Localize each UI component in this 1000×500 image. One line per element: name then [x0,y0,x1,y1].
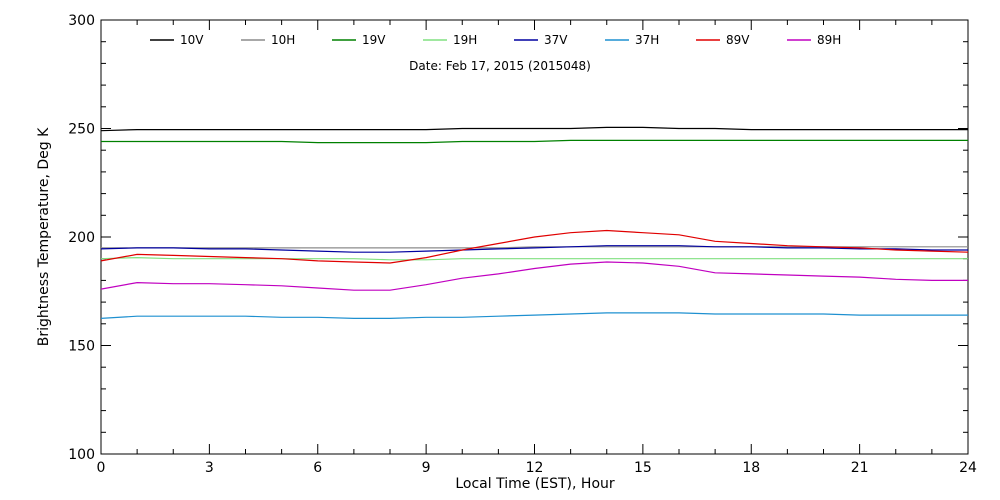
legend: 10V 10H 19V 19H 37V 37H 89V 89H [150,33,841,47]
x-tick-label: 3 [205,460,214,476]
legend-label-89v: 89V [726,33,750,47]
x-axis-label: Local Time (EST), Hour [455,476,615,492]
series-line-89v [100,229,969,264]
series-line-19h [100,256,968,261]
series-line-89h [100,261,968,291]
x-tick-label: 21 [851,460,869,476]
y-tick-label: 200 [68,230,95,246]
y-tick-label: 300 [68,13,95,29]
x-tick-label: 6 [313,460,322,476]
series-line-37h [100,312,968,319]
legend-label-37v: 37V [544,33,568,47]
series-layer [100,126,969,319]
series-line-10v [100,126,968,132]
x-tick-label: 18 [742,460,760,476]
axis-ticks: 0 3 6 9 12 15 18 21 24 100 150 200 250 300 [68,13,977,476]
series-line-37v [100,245,968,253]
y-tick-label: 250 [68,122,95,138]
x-tick-label: 24 [959,460,977,476]
x-tick-label: 0 [97,460,106,476]
series-line-19v [101,139,968,144]
legend-label-10h: 10H [271,33,295,47]
x-tick-label: 9 [422,460,431,476]
x-tick-label: 15 [634,460,652,476]
y-tick-label: 150 [68,339,95,355]
legend-label-19h: 19H [453,33,477,47]
legend-label-37h: 37H [635,33,659,47]
legend-label-89h: 89H [817,33,841,47]
x-tick-label: 12 [526,460,544,476]
date-annotation: Date: Feb 17, 2015 (2015048) [409,59,591,73]
legend-label-19v: 19V [362,33,386,47]
y-axis-label: Brightness Temperature, Deg K [36,127,52,346]
legend-label-10v: 10V [180,33,204,47]
y-tick-label: 100 [68,447,95,463]
